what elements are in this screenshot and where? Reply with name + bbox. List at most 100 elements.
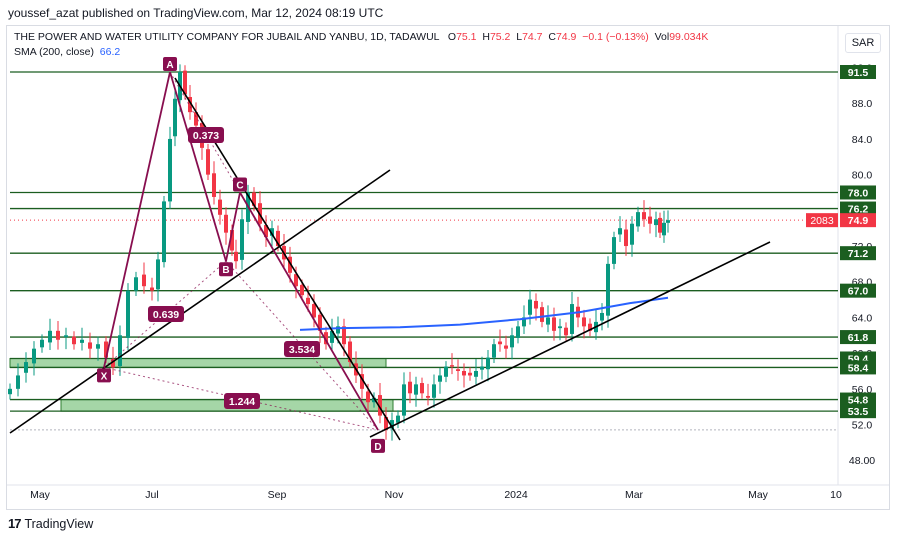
level-price-tag (840, 185, 876, 200)
ohlc-low-label: L (516, 31, 523, 43)
candle-body (234, 251, 238, 262)
x-tick-label: Nov (385, 489, 404, 501)
candle-body (450, 365, 454, 367)
candle-body (276, 230, 280, 247)
candle-body (618, 228, 622, 235)
candle-body (294, 274, 298, 287)
candle-body (666, 220, 670, 223)
ohlc-high-label: H (482, 31, 490, 43)
candle-body (64, 335, 68, 338)
pattern-leg (225, 192, 241, 262)
candle-body (456, 369, 460, 371)
candle-body (390, 420, 394, 429)
ohlc-low: 74.7 (522, 31, 543, 43)
candle-body (8, 388, 12, 395)
level-price-tag (840, 283, 876, 298)
candle-body (134, 277, 138, 291)
candle-body (40, 339, 44, 348)
candle-body (16, 375, 20, 389)
candle-body (168, 138, 172, 202)
level-price-label: 58.4 (848, 362, 869, 374)
ohlc-high: 75.2 (489, 31, 511, 43)
ratio-label: 0.373 (193, 130, 219, 142)
symbol-legend: THE POWER AND WATER UTILITY COMPANY FOR … (14, 31, 708, 43)
ohlc-volume: 99.034K (669, 31, 709, 43)
last-price-tag (840, 213, 876, 228)
level-price-tag (840, 360, 876, 375)
candle-body (528, 299, 532, 315)
candle-body (126, 290, 130, 338)
candle-body (624, 229, 628, 247)
candle-body (600, 312, 604, 321)
ohlc-open-label: O (447, 31, 457, 43)
pattern-point-label: A (166, 60, 173, 71)
pattern-point-label: C (236, 180, 243, 191)
candle-body (540, 307, 544, 322)
pattern-point-marker (233, 177, 247, 192)
y-tick-label: 48.00 (849, 455, 875, 467)
pattern-point-marker (97, 368, 111, 383)
candle-body (468, 372, 472, 376)
candle-body (564, 327, 568, 336)
candle-body (546, 317, 550, 325)
candle-body (88, 342, 92, 349)
pattern-leg (103, 71, 171, 368)
candle-body (80, 339, 84, 343)
candle-body (142, 274, 146, 287)
ratio-label: 3.534 (289, 344, 315, 356)
pattern-point-marker (219, 262, 233, 277)
currency-button[interactable]: SAR (845, 33, 881, 53)
ratio-badge (284, 341, 320, 357)
candle-body (32, 348, 36, 364)
candle-body (582, 317, 586, 327)
candle-body (240, 219, 244, 260)
candle-body (342, 326, 346, 345)
candle-body (312, 304, 316, 318)
y-tick-label: 64.0 (852, 312, 873, 324)
candle-body (96, 344, 100, 349)
pattern-point-marker (163, 57, 177, 71)
level-price-label: 61.8 (848, 332, 869, 344)
candle-body (162, 201, 166, 263)
published-line: youssef_azat published on TradingView.co… (8, 6, 384, 20)
candle-body (366, 391, 370, 403)
y-tick-label: 80.0 (852, 170, 873, 182)
candle-body (642, 212, 646, 220)
candle-body (570, 304, 574, 334)
level-price-tag (840, 404, 876, 419)
candle-body (194, 112, 198, 126)
pattern-point-label: X (101, 371, 108, 382)
pattern-point-label: B (222, 265, 229, 276)
candle-body (206, 149, 210, 175)
candle-body (414, 384, 418, 395)
candle-body (372, 397, 376, 403)
pattern-point-marker (371, 438, 385, 453)
candle-body (270, 228, 274, 236)
level-price-label: 71.2 (848, 248, 869, 260)
candle-body (48, 330, 52, 343)
candle-body (230, 229, 234, 251)
pattern-ratio-line (169, 71, 241, 193)
brand-name: TradingView (24, 516, 94, 531)
candle-body (438, 375, 442, 382)
x-tick-label: Jul (145, 489, 158, 501)
x-tick-label: 2024 (504, 489, 528, 501)
candle-body (522, 317, 526, 327)
level-price-label: 76.2 (848, 204, 869, 216)
candle-body (104, 341, 108, 358)
candle-body (534, 300, 538, 309)
level-price-label: 53.5 (848, 406, 869, 418)
last-price-label: 74.9 (848, 215, 869, 227)
candle-body (504, 345, 508, 349)
candle-body (173, 98, 177, 137)
candle-body (348, 341, 352, 363)
rising-trendline-2 (369, 241, 771, 438)
candle-body (474, 370, 478, 377)
candle-body (111, 358, 115, 368)
candle-body (56, 330, 60, 340)
candle-body (330, 330, 334, 343)
candle-body (156, 259, 160, 290)
candle-body (396, 415, 400, 423)
ratio-badge (148, 306, 184, 322)
